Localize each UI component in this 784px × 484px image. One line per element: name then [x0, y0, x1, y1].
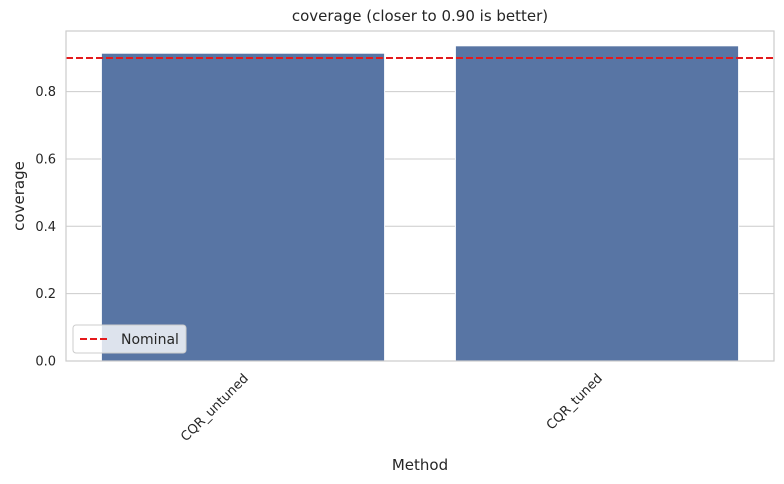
x-axis-title: Method	[392, 456, 448, 474]
bar-cqr-untuned	[100, 52, 386, 362]
chart-title: coverage (closer to 0.90 is better)	[292, 7, 548, 25]
x-tick-labels: CQR_untuned CQR_tuned	[178, 371, 606, 445]
x-tick-label: CQR_tuned	[544, 371, 606, 433]
legend-nominal-label: Nominal	[121, 332, 179, 348]
y-tick-label: 0.8	[35, 85, 56, 100]
plot-frame	[65, 30, 775, 362]
y-tick-label: 0.0	[35, 355, 56, 370]
legend-box	[72, 324, 187, 354]
y-tick-labels: 0.0 0.2 0.4 0.6 0.8	[35, 85, 56, 369]
y-axis-title: coverage	[10, 161, 28, 231]
y-tick-label: 0.4	[35, 220, 56, 235]
legend: Nominal	[72, 324, 187, 354]
y-tick-label: 0.6	[35, 152, 56, 167]
bars	[100, 45, 740, 362]
bar-cqr-tuned	[454, 45, 740, 362]
x-tick-label: CQR_untuned	[178, 371, 252, 445]
y-tick-label: 0.2	[35, 287, 56, 302]
